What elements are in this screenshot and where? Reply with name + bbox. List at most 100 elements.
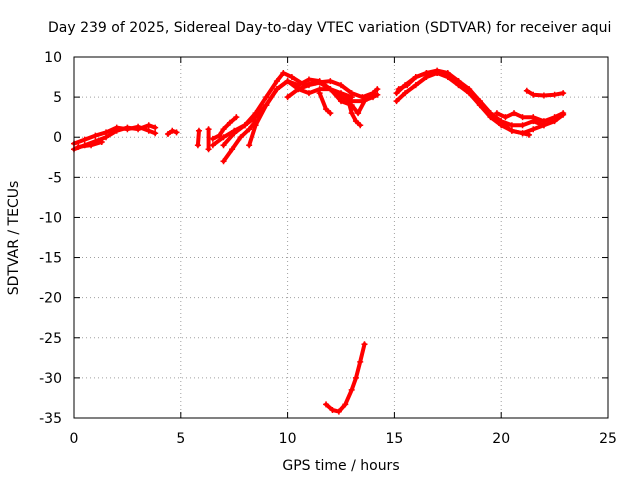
- series-day-d: [493, 110, 567, 125]
- series-early-c: [75, 139, 105, 150]
- data-point: [402, 90, 409, 97]
- series-loop-6: [209, 114, 240, 142]
- data-point: [530, 91, 537, 98]
- data-point: [412, 74, 419, 81]
- data-point: [88, 142, 95, 149]
- series-dip-13: [344, 94, 364, 129]
- data-point: [113, 124, 120, 131]
- y-tick-label: -30: [39, 371, 62, 387]
- grid-lines: [74, 57, 608, 418]
- data-point: [466, 87, 473, 94]
- data-point: [152, 124, 159, 131]
- data-point: [246, 142, 253, 149]
- chart-title: Day 239 of 2025, Sidereal Day-to-day VTE…: [48, 20, 611, 36]
- data-point: [316, 79, 323, 86]
- data-point: [327, 78, 334, 85]
- y-axis-label: SDTVAR / TECUs: [6, 181, 22, 296]
- data-point: [444, 71, 451, 78]
- data-point: [502, 114, 509, 121]
- data-point: [357, 358, 364, 365]
- data-point: [323, 106, 330, 113]
- data-point: [355, 110, 362, 117]
- data-point: [335, 408, 342, 415]
- data-point: [476, 98, 483, 105]
- data-point: [205, 126, 212, 133]
- data-point: [434, 70, 441, 77]
- series-line: [345, 95, 363, 128]
- data-point: [348, 386, 355, 393]
- y-tick-label: -10: [39, 210, 62, 226]
- data-point: [288, 74, 295, 81]
- data-point: [233, 114, 240, 121]
- y-tick-label: 10: [44, 50, 62, 66]
- y-tick-label: -15: [39, 251, 62, 267]
- y-tick-label: 5: [53, 90, 62, 106]
- data-point: [164, 131, 171, 138]
- series-dip-12: [316, 90, 334, 117]
- data-point: [338, 98, 344, 105]
- data-point: [395, 86, 402, 93]
- data-point: [348, 110, 355, 117]
- data-point: [393, 98, 400, 105]
- data-point: [273, 86, 280, 93]
- data-point: [540, 118, 547, 125]
- data-point: [75, 143, 82, 150]
- data-point: [145, 122, 152, 129]
- y-tick-label: -25: [39, 331, 62, 347]
- data-point: [98, 139, 105, 146]
- data-point: [280, 70, 287, 77]
- data-point: [393, 90, 400, 97]
- data-point: [498, 119, 505, 126]
- data-point: [209, 135, 216, 142]
- data-point: [342, 401, 349, 408]
- data-point: [316, 90, 323, 97]
- data-point: [374, 91, 381, 98]
- series-tail: [523, 87, 567, 99]
- data-point: [81, 136, 88, 143]
- data-point: [519, 122, 526, 129]
- y-tick-label: -35: [39, 411, 62, 427]
- data-point: [231, 130, 238, 137]
- data-point: [357, 122, 364, 129]
- data-point: [370, 94, 377, 101]
- data-point: [519, 130, 526, 137]
- data-point: [412, 82, 419, 89]
- data-series: [71, 67, 567, 415]
- data-point: [560, 90, 567, 97]
- data-point: [508, 127, 515, 134]
- data-point: [305, 90, 312, 97]
- data-point: [487, 110, 494, 117]
- data-point: [560, 110, 567, 117]
- data-point: [209, 142, 216, 149]
- data-point: [241, 122, 248, 129]
- data-point: [551, 114, 558, 121]
- x-tick-label: 15: [385, 431, 403, 447]
- x-tick-label: 20: [492, 431, 510, 447]
- data-point: [523, 87, 530, 94]
- data-point: [263, 94, 270, 101]
- series-dots-6.3: [205, 126, 212, 153]
- data-point: [284, 94, 291, 101]
- data-point: [530, 126, 537, 133]
- y-tick-label: -20: [39, 291, 62, 307]
- data-point: [511, 110, 518, 117]
- data-point: [252, 122, 259, 129]
- x-tick-label: 0: [70, 431, 79, 447]
- data-point: [540, 92, 547, 99]
- data-point: [135, 123, 142, 130]
- data-point: [327, 86, 334, 93]
- data-point: [352, 118, 359, 125]
- series-line: [221, 77, 380, 148]
- data-point: [327, 110, 334, 117]
- x-tick-label: 25: [599, 431, 617, 447]
- data-point: [352, 374, 359, 381]
- data-point: [145, 127, 152, 134]
- y-tick-label: 0: [53, 130, 62, 146]
- x-axis-label: GPS time / hours: [282, 458, 399, 474]
- series-dots-5.8: [194, 127, 202, 149]
- data-point: [493, 110, 500, 117]
- y-tick-label: -5: [48, 170, 62, 186]
- data-point: [169, 127, 176, 134]
- series-blob-4.5: [164, 127, 180, 138]
